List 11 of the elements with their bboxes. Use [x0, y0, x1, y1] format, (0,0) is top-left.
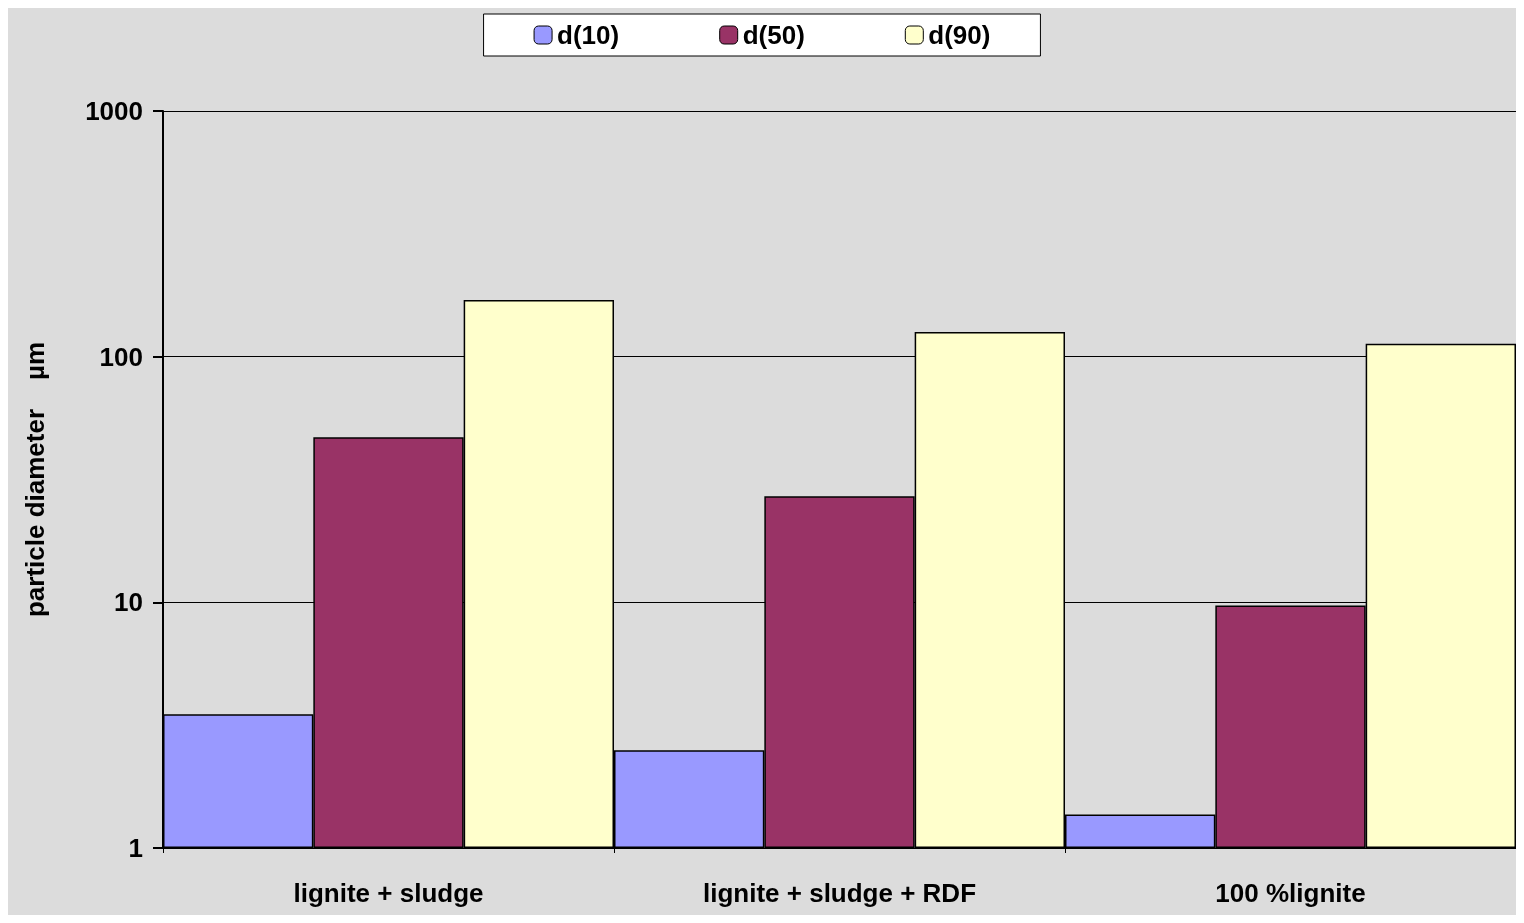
x-tick-label: lignite + sludge [293, 878, 484, 908]
legend-label: d(10) [557, 20, 620, 50]
y-tick-label: 100 [99, 341, 143, 372]
y-tick-label: 1 [128, 833, 143, 863]
y-tick-label: 1000 [85, 96, 143, 126]
legend-label: d(90) [928, 20, 991, 50]
x-tick-label: lignite + sludge + RDF [702, 878, 977, 908]
x-tick-label: 100 %lignite [1215, 878, 1366, 908]
legend-label: d(50) [742, 20, 805, 50]
y-axis-title: particle diameter µm [20, 341, 50, 618]
y-tick-label: 10 [114, 587, 143, 618]
